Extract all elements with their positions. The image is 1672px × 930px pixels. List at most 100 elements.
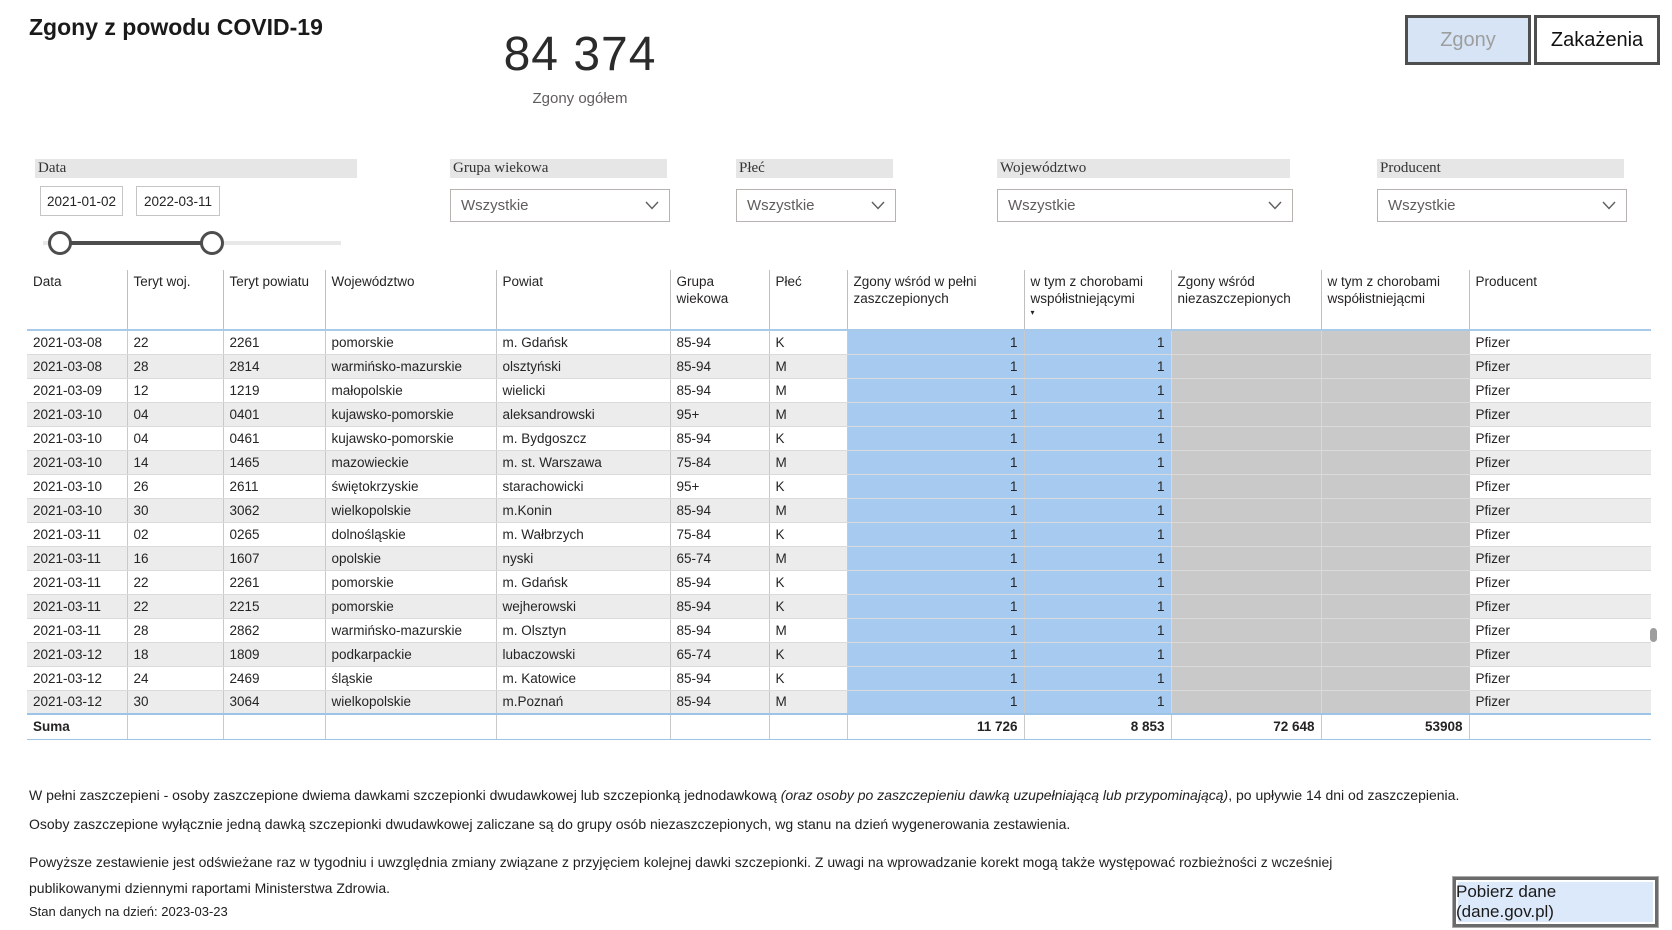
sum-unvaccinated: 72 648 [1170, 713, 1321, 740]
table-cell: M [768, 618, 847, 643]
table-cell: K [768, 570, 847, 595]
table-cell [1170, 594, 1321, 619]
table-sum-row: Suma 11 726 8 853 72 648 53908 [27, 713, 1651, 740]
table-row[interactable]: 2021-03-08 22 2261 pomorskie m. Gdańsk 85-94 K… [27, 330, 1651, 355]
sum-label: Suma [27, 713, 127, 740]
infections-toggle-button[interactable]: Zakażenia [1534, 15, 1660, 65]
table-row[interactable]: 2021-03-11 02 0265 dolnośląskie m. Wałbrzych… [27, 522, 1651, 547]
column-header-label: Województwo [331, 274, 415, 289]
table-cell: 1 [846, 402, 1024, 427]
voivodeship-dropdown[interactable]: Wszystkie [997, 189, 1293, 222]
table-row[interactable]: 2021-03-12 24 2469 śląskie m. Katowice 85-94 K… [27, 666, 1651, 691]
footnote-text: W pełni zaszczepieni - osoby zaszczepion… [29, 787, 781, 803]
table-row[interactable]: 2021-03-11 16 1607 opolskie nyski 65-74 M 1 1 Pfi… [27, 546, 1651, 571]
table-row[interactable]: 2021-03-09 12 1219 małopolskie wielicki 85-94… [27, 378, 1651, 403]
producer-dropdown[interactable]: Wszystkie [1377, 189, 1627, 222]
table-row[interactable]: 2021-03-11 22 2215 pomorskie wejherowski 85-9… [27, 594, 1651, 619]
table-cell: Pfizer [1468, 498, 1651, 523]
table-row[interactable]: 2021-03-10 04 0461 kujawsko-pomorskie m. Byd… [27, 426, 1651, 451]
table-cell: 2021-03-08 [27, 330, 127, 355]
column-header-grupa-wiekowa[interactable]: Grupa wiekowa [669, 270, 769, 331]
table-cell: 1 [1023, 594, 1171, 619]
table-cell [1320, 378, 1469, 403]
column-header-label: Płeć [775, 274, 802, 289]
sum-unvaccinated-comorbid: 53908 [1320, 713, 1469, 740]
table-cell: 65-74 [669, 642, 769, 667]
table-cell: K [768, 330, 847, 355]
table-cell: 0401 [222, 402, 325, 427]
table-row[interactable]: 2021-03-10 04 0401 kujawsko-pomorskie aleksa… [27, 402, 1651, 427]
table-cell: m. st. Warszawa [495, 450, 670, 475]
table-row[interactable]: 2021-03-10 14 1465 mazowieckie m. st. Warsza… [27, 450, 1651, 475]
table-cell: 1 [1023, 498, 1171, 523]
sum-cell [669, 713, 769, 740]
date-start-input[interactable]: 2021-01-02 [40, 186, 123, 216]
download-data-button[interactable]: Pobierz dane (dane.gov.pl) [1453, 877, 1658, 927]
table-cell: 22 [126, 330, 223, 355]
table-cell: 1 [846, 378, 1024, 403]
deaths-toggle-button[interactable]: Zgony [1405, 15, 1531, 65]
table-cell: 1 [846, 570, 1024, 595]
table-scrollbar-thumb[interactable] [1650, 628, 1657, 642]
table-cell: 1465 [222, 450, 325, 475]
table-row[interactable]: 2021-03-12 30 3064 wielkopolskie m.Poznań 85-… [27, 690, 1651, 715]
sex-dropdown[interactable]: Wszystkie [736, 189, 896, 222]
table-row[interactable]: 2021-03-11 28 2862 warmińsko-mazurskie m. Ol… [27, 618, 1651, 643]
table-cell: 1 [1023, 666, 1171, 691]
table-cell [1170, 618, 1321, 643]
age-group-dropdown[interactable]: Wszystkie [450, 189, 670, 222]
date-slider-handle-start[interactable] [48, 231, 72, 255]
column-header-zaszczepieni-choroby[interactable]: w tym z chorobami współistniejącymi ▾ [1023, 270, 1171, 331]
column-header-zgony-niezaszczepionych[interactable]: Zgony wśród niezaszczepionych [1170, 270, 1321, 331]
table-cell: podkarpackie [324, 642, 496, 667]
table-cell: m. Gdańsk [495, 330, 670, 355]
column-header-label: Grupa wiekowa [676, 274, 729, 306]
table-cell: 30 [126, 498, 223, 523]
table-cell: 1 [846, 666, 1024, 691]
table-cell: 04 [126, 402, 223, 427]
table-cell: 2021-03-10 [27, 450, 127, 475]
sex-dropdown-value: Wszystkie [747, 197, 815, 214]
column-header-data[interactable]: Data [27, 270, 127, 331]
footnote-single-dose: Osoby zaszczepione wyłącznie jedną dawką… [29, 816, 1071, 832]
table-cell [1170, 354, 1321, 379]
table-cell [1320, 546, 1469, 571]
table-cell: warmińsko-mazurskie [324, 354, 496, 379]
table-cell: 65-74 [669, 546, 769, 571]
table-cell: M [768, 498, 847, 523]
table-cell [1170, 450, 1321, 475]
column-header-plec[interactable]: Płeć [768, 270, 847, 331]
column-header-label: Powiat [502, 274, 544, 289]
table-cell: Pfizer [1468, 522, 1651, 547]
table-row[interactable]: 2021-03-11 22 2261 pomorskie m. Gdańsk 85-94 K… [27, 570, 1651, 595]
column-header-powiat[interactable]: Powiat [495, 270, 670, 331]
table-cell [1170, 426, 1321, 451]
table-cell: 1 [846, 330, 1024, 355]
table-row[interactable]: 2021-03-10 30 3062 wielkopolskie m.Konin 85-9… [27, 498, 1651, 523]
table-cell: 2021-03-08 [27, 354, 127, 379]
table-cell: 2021-03-11 [27, 618, 127, 643]
table-row[interactable]: 2021-03-08 28 2814 warmińsko-mazurskie olszt… [27, 354, 1651, 379]
table-cell: 1219 [222, 378, 325, 403]
table-cell: 1 [846, 474, 1024, 499]
table-cell: 28 [126, 618, 223, 643]
date-end-input[interactable]: 2022-03-11 [136, 186, 220, 216]
table-cell: Pfizer [1468, 618, 1651, 643]
table-cell: 1 [1023, 330, 1171, 355]
table-row[interactable]: 2021-03-12 18 1809 podkarpackie lubaczowski 6… [27, 642, 1651, 667]
column-header-teryt-powiatu[interactable]: Teryt powiatu [222, 270, 325, 331]
table-cell: 3062 [222, 498, 325, 523]
table-cell: 2021-03-10 [27, 402, 127, 427]
column-header-wojewodztwo[interactable]: Województwo [324, 270, 496, 331]
column-header-niezaszczepieni-choroby[interactable]: w tym z chorobami współistniejącmi [1320, 270, 1469, 331]
column-header-teryt-woj[interactable]: Teryt woj. [126, 270, 223, 331]
date-slider-range[interactable] [59, 241, 211, 245]
table-cell: 85-94 [669, 570, 769, 595]
table-cell: 1 [1023, 354, 1171, 379]
date-slider-handle-end[interactable] [200, 231, 224, 255]
table-row[interactable]: 2021-03-10 26 2611 świętokrzyskie starachowi… [27, 474, 1651, 499]
column-header-zgony-zaszczepionych[interactable]: Zgony wśród w pełni zaszczepionych [846, 270, 1024, 331]
table-cell: K [768, 474, 847, 499]
table-cell [1320, 450, 1469, 475]
column-header-producent[interactable]: Producent [1468, 270, 1651, 331]
